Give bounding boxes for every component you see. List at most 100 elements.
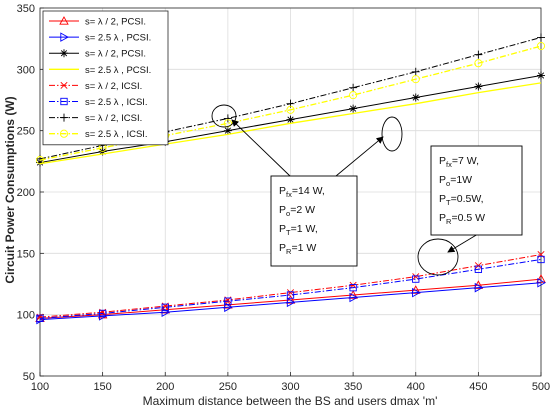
- annotation-line: PR=0.5 W: [439, 212, 485, 226]
- data-point: [349, 104, 358, 113]
- legend-entry: s= 2.5 λ , ICSI.: [49, 129, 148, 140]
- highlight-ellipse: [417, 238, 459, 276]
- data-point: [537, 255, 545, 264]
- data-point: [474, 265, 483, 273]
- data-point: [349, 83, 358, 92]
- x-tick-label: 500: [532, 381, 550, 393]
- data-point: [224, 302, 233, 313]
- annotation-line: PT=0.5W,: [439, 193, 484, 207]
- annotation-line: Pfx=7 W,: [439, 155, 479, 169]
- data-point: [474, 82, 483, 91]
- legend-label: s= λ / 2, ICSI.: [85, 113, 142, 124]
- x-tick-label: 200: [156, 381, 174, 393]
- annotation-box-1: Pfx=14 W, Po=2 W PT=1 W, PR=1 W: [270, 175, 358, 267]
- y-axis-label: Circuit Power Consumptions (W): [3, 96, 17, 283]
- data-point: [412, 287, 421, 298]
- data-point: [223, 126, 232, 135]
- annotation-arrow: [231, 119, 291, 177]
- x-tick-label: 250: [219, 381, 237, 393]
- y-tick-label: 200: [17, 187, 35, 199]
- data-point: [286, 105, 295, 114]
- annotation-line: Po=2 W: [279, 204, 315, 218]
- x-tick-label: 300: [281, 381, 299, 393]
- data-point: [537, 71, 545, 80]
- data-point: [537, 33, 545, 42]
- legend-label: s= λ / 2, ICSI.: [85, 81, 142, 92]
- annotation-line: PT=1 W,: [279, 223, 318, 237]
- data-point: [35, 156, 45, 165]
- legend-entry: s= 2.5 λ , PCSI.: [49, 65, 151, 76]
- legend-box: [42, 10, 169, 146]
- legend-label: s= λ / 2, PCSI.: [85, 17, 146, 28]
- legend-entry: s= 2.5 λ , ICSI.: [49, 97, 148, 108]
- plot-series: [35, 33, 546, 325]
- legend-label: s= λ / 2, PCSI.: [85, 49, 146, 60]
- x-tick-label: 400: [407, 381, 425, 393]
- y-tick-label: 100: [17, 310, 35, 322]
- tick-labels: 100 150 200 250 300 350 400 450 5005010015020025…: [17, 3, 550, 393]
- data-point: [60, 32, 69, 42]
- annotation-line: Po=1W: [439, 174, 472, 188]
- legend-entry: s= λ / 2, ICSI.: [49, 81, 142, 92]
- data-point: [60, 81, 68, 89]
- annotation-arrow: [447, 233, 479, 253]
- data-point: [59, 129, 69, 138]
- annotation-line: PR=1 W: [279, 242, 316, 256]
- x-tick-label: 100: [31, 381, 49, 393]
- series-line: [39, 282, 542, 321]
- series-4: [39, 82, 542, 165]
- y-tick-label: 50: [23, 371, 35, 383]
- data-point: [411, 67, 420, 76]
- y-tick-label: 350: [17, 3, 35, 15]
- legend-label: s= 2.5 λ , PCSI.: [85, 65, 151, 76]
- data-point: [223, 114, 232, 123]
- legend-label: s= 2.5 λ , ICSI.: [85, 129, 148, 140]
- annotation-box-2: Pfx=7 W, Po=1W PT=0.5W, PR=0.5 W: [430, 145, 523, 236]
- data-point: [411, 75, 420, 84]
- data-point: [286, 115, 295, 124]
- annotation-line: Pfx=14 W,: [279, 185, 325, 199]
- highlight-ellipse: [211, 104, 237, 128]
- legend-entry: s= λ / 2, PCSI.: [49, 49, 146, 60]
- data-point: [474, 50, 483, 59]
- data-point: [474, 262, 482, 270]
- data-point: [161, 303, 169, 311]
- annotations: Pfx=14 W, Po=2 W PT=1 W, PR=1 W Pfx=7 W, Po=1…: [211, 104, 523, 276]
- data-point: [60, 113, 68, 122]
- data-point: [349, 292, 359, 303]
- data-point: [411, 93, 420, 102]
- data-point: [59, 16, 69, 25]
- y-tick-label: 300: [17, 64, 35, 76]
- data-point: [474, 59, 483, 68]
- series-6: [36, 255, 545, 322]
- data-point: [349, 281, 357, 289]
- data-point: [536, 274, 546, 283]
- data-point: [98, 309, 107, 318]
- data-point: [537, 278, 546, 288]
- annotation-arrow: [335, 136, 384, 177]
- x-tick-label: 150: [93, 381, 111, 393]
- legend-entry: s= λ / 2, PCSI.: [49, 16, 146, 28]
- data-point: [536, 41, 546, 51]
- annotation-frame: [430, 145, 523, 236]
- legend-label: s= 2.5 λ , PCSI.: [85, 33, 151, 44]
- data-point: [60, 97, 68, 106]
- data-point: [286, 291, 295, 299]
- data-point: [349, 91, 358, 100]
- x-tick-label: 450: [469, 381, 487, 393]
- legend-label: s= 2.5 λ , ICSI.: [85, 97, 148, 108]
- data-point: [36, 314, 44, 322]
- y-tick-label: 150: [17, 248, 35, 260]
- data-point: [286, 297, 296, 308]
- y-tick-label: 250: [17, 126, 35, 138]
- data-point: [474, 282, 484, 293]
- series-line: [39, 258, 542, 319]
- data-point: [224, 297, 232, 305]
- data-point: [60, 49, 68, 58]
- legend-entry: s= 2.5 λ , PCSI.: [49, 32, 151, 44]
- series-line: [39, 254, 542, 318]
- x-tick-label: 350: [344, 381, 362, 393]
- data-point: [412, 275, 420, 283]
- series-line: [39, 82, 542, 165]
